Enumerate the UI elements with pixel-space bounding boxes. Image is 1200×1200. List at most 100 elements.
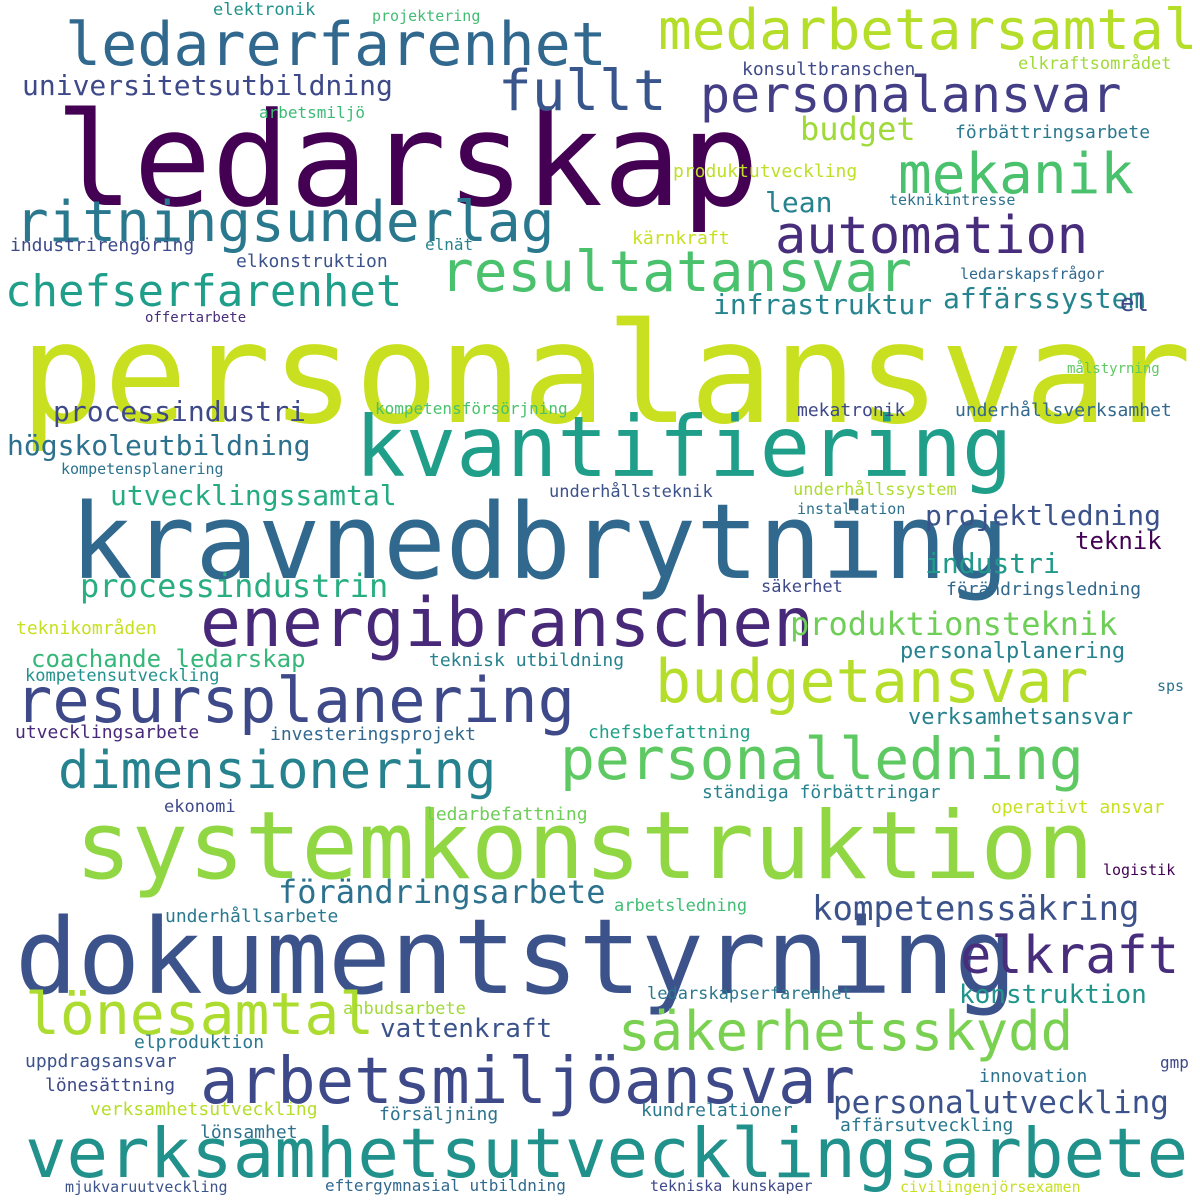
cloud-word: arbetsmiljö <box>259 103 365 122</box>
cloud-word: underhållsarbete <box>165 906 339 927</box>
cloud-word: sps <box>1157 677 1185 695</box>
cloud-word: kompetenssäkring <box>812 889 1140 929</box>
cloud-word: ständiga förbättringar <box>702 782 941 803</box>
cloud-word: elkraftsområdet <box>1018 54 1172 74</box>
cloud-word: ritningsunderlag <box>15 190 555 255</box>
cloud-word: innovation <box>979 1066 1088 1087</box>
cloud-word: förändringsledning <box>946 579 1142 600</box>
cloud-word: verksamhetsutveckling <box>90 1099 318 1120</box>
cloud-word: operativt ansvar <box>991 797 1165 818</box>
cloud-word: universitetsutbildning <box>22 69 393 102</box>
cloud-word: resultatansvar <box>440 240 913 305</box>
cloud-word: chefserfarenhet <box>5 266 403 317</box>
cloud-word: elnät <box>425 235 474 254</box>
cloud-word: kvantifiering <box>355 398 1013 496</box>
cloud-word: underhållsverksamhet <box>955 400 1172 421</box>
cloud-word: säkerhetsskydd <box>618 1000 1074 1063</box>
cloud-word: gmp <box>1160 1053 1189 1072</box>
cloud-word: förändringsarbete <box>278 873 606 911</box>
cloud-word: medarbetarsamtal <box>658 0 1198 63</box>
cloud-word: industrirengöring <box>10 235 195 256</box>
cloud-word: personalledning <box>560 725 1084 793</box>
cloud-word: ledarskap <box>55 84 760 236</box>
cloud-word: elektronik <box>213 0 316 20</box>
cloud-word: lönesättning <box>45 1075 176 1096</box>
cloud-word: personalansvar <box>700 66 1122 124</box>
cloud-word: elproduktion <box>134 1032 265 1053</box>
cloud-word: projektering <box>372 7 481 25</box>
cloud-word: civilingenjörsexamen <box>900 1178 1081 1196</box>
cloud-word: investeringsprojekt <box>270 724 476 745</box>
cloud-word: verksamhetsansvar <box>908 705 1134 730</box>
cloud-word: teknikområden <box>16 618 157 639</box>
cloud-word: processindustrin <box>80 567 389 605</box>
cloud-word: mjukvaruutveckling <box>65 1178 228 1196</box>
cloud-word: ekonomi <box>164 797 236 817</box>
cloud-word: dokumentstyrning <box>15 896 1017 1018</box>
cloud-word: chefsbefattning <box>588 722 751 743</box>
cloud-word: personalutveckling <box>833 1085 1169 1121</box>
cloud-word: konstruktion <box>959 980 1147 1010</box>
cloud-word: coachande ledarskap <box>31 645 306 673</box>
cloud-word: systemkonstruktion <box>75 792 1094 901</box>
cloud-word: kompetensutveckling <box>25 666 220 686</box>
cloud-word: elkonstruktion <box>236 251 388 272</box>
cloud-word: lean <box>765 186 833 219</box>
cloud-word: processindustri <box>53 395 306 428</box>
cloud-word: produktutveckling <box>673 161 858 182</box>
cloud-word: projektledning <box>925 499 1162 532</box>
cloud-word: anbudsarbete <box>343 999 466 1019</box>
cloud-word: tekniska kunskaper <box>650 1177 813 1195</box>
cloud-word: kompetensplanering <box>61 460 224 478</box>
cloud-word: lönesamtal <box>25 980 375 1048</box>
cloud-word: säkerhet <box>761 577 843 597</box>
cloud-word: målstyrning <box>1067 361 1160 377</box>
cloud-word: budget <box>800 110 916 148</box>
cloud-word: utvecklingssamtal <box>110 479 397 512</box>
cloud-word: ledarskapserfarenhet <box>647 984 852 1004</box>
cloud-word: konsultbranschen <box>742 59 916 80</box>
cloud-word: teknisk utbildning <box>429 650 625 671</box>
cloud-word: lönsamhet <box>200 1122 298 1143</box>
cloud-word: försäljning <box>379 1104 499 1125</box>
cloud-word: automation <box>775 206 1089 266</box>
cloud-word: mekanik <box>898 142 1135 207</box>
cloud-word: förbättringsarbete <box>955 122 1151 143</box>
cloud-word: högskoleutbildning <box>7 429 311 462</box>
cloud-word: eftergymnasial utbildning <box>325 1176 566 1195</box>
cloud-word: produktionsteknik <box>790 605 1118 643</box>
cloud-word: offertarbete <box>145 310 247 326</box>
cloud-word: teknik <box>1075 527 1162 555</box>
cloud-word: arbetsledning <box>614 896 748 916</box>
cloud-word: ledarbefattning <box>425 804 588 825</box>
cloud-word: kärnkraft <box>632 228 730 249</box>
cloud-word: affärssystem <box>943 282 1146 315</box>
cloud-word: verksamhetsutvecklingsarbete <box>25 1114 1189 1194</box>
cloud-word: underhållsteknik <box>549 482 713 502</box>
cloud-word: elkraft <box>960 926 1180 986</box>
cloud-word: teknikintresse <box>889 191 1016 209</box>
cloud-word: kundrelationer <box>641 1100 793 1121</box>
cloud-word: mekatronik <box>797 400 906 421</box>
cloud-word: underhållssystem <box>793 480 957 500</box>
cloud-word: kompetensförsörjning <box>375 399 568 418</box>
cloud-word: utvecklingsarbete <box>15 722 200 743</box>
cloud-word: personalansvar <box>20 293 1192 455</box>
cloud-word: infrastruktur <box>713 288 933 321</box>
cloud-word: dimensionering <box>58 741 497 801</box>
cloud-word: kravnedbrytning <box>70 481 1010 603</box>
cloud-word: ledarerfarenhet <box>65 10 607 80</box>
cloud-word: arbetsmiljöansvar <box>200 1045 856 1119</box>
cloud-word: el <box>1120 289 1149 317</box>
cloud-word: vattenkraft <box>380 1014 553 1044</box>
cloud-word: uppdragsansvar <box>25 1051 177 1072</box>
cloud-word: energibranschen <box>200 584 815 663</box>
cloud-word: industri <box>925 547 1060 580</box>
cloud-word: ledarskapsfrågor <box>960 265 1105 283</box>
cloud-word: budgetansvar <box>655 647 1089 717</box>
cloud-word: affärsutveckling <box>840 1115 1014 1136</box>
cloud-word: installation <box>797 500 906 518</box>
cloud-word: resursplanering <box>15 664 575 737</box>
cloud-word: logistik <box>1103 861 1176 879</box>
